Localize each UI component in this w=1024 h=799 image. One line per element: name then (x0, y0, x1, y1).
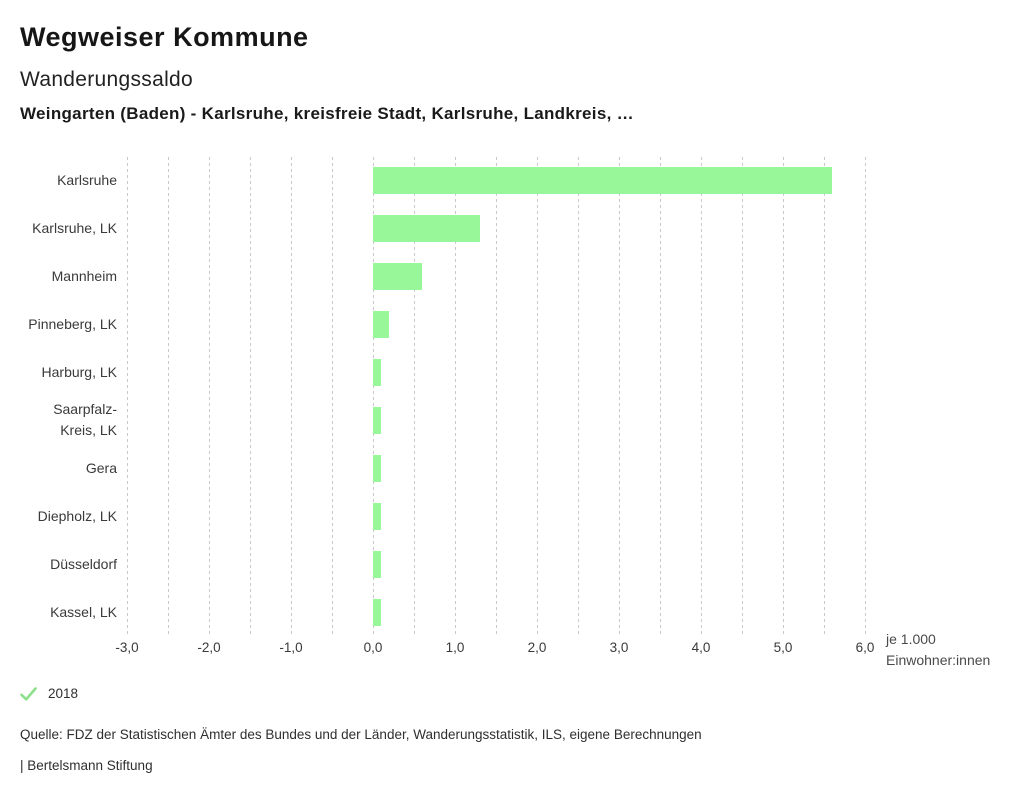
gridline (783, 157, 784, 634)
gridline (537, 157, 538, 634)
category-label: Mannheim (51, 267, 117, 284)
bar-chart: Karlsruhe Karlsruhe, LK Mannheim Pinneberg,… (0, 156, 1024, 676)
gridline (824, 157, 825, 634)
x-axis-tick-label: 2,0 (527, 640, 547, 655)
gridline (701, 157, 702, 634)
gridline (455, 157, 456, 634)
x-axis-tick-label: 1,0 (445, 640, 465, 655)
x-axis-tick-label: 5,0 (773, 640, 793, 655)
category-label: Karlsruhe (57, 171, 117, 188)
bar[interactable] (373, 598, 382, 626)
legend-year-toggle[interactable]: 2018 (20, 686, 78, 701)
gridline (250, 157, 251, 634)
category-label: Kassel, LK (50, 603, 117, 620)
checkmark-icon (20, 686, 37, 701)
gridline (660, 157, 661, 634)
bar[interactable] (373, 214, 480, 242)
branding-text: | Bertelsmann Stiftung (20, 758, 153, 773)
page-title: Wegweiser Kommune (20, 22, 309, 52)
gridline (168, 157, 169, 634)
gridline (373, 157, 374, 634)
comparison-subtitle: Weingarten (Baden) - Karlsruhe, kreisfre… (20, 104, 634, 123)
x-axis-tick-label: 6,0 (855, 640, 875, 655)
bar[interactable] (373, 310, 390, 338)
category-label: Düsseldorf (50, 555, 117, 572)
gridline (496, 157, 497, 634)
x-axis-unit-label: je 1.000 Einwohner:innen (886, 629, 990, 671)
gridline (742, 157, 743, 634)
x-axis-tick-label: -1,0 (279, 640, 303, 655)
category-label: Harburg, LK (41, 363, 117, 380)
gridline (619, 157, 620, 634)
bar[interactable] (373, 262, 423, 290)
plot-area: -3,0 -2,0 -1,0 0,0 1,0 2,0 3,0 4,0 5,0 6,0 (115, 156, 874, 655)
bar[interactable] (373, 550, 382, 578)
source-text: Quelle: FDZ der Statistischen Ämter des … (20, 727, 702, 742)
gridline (578, 157, 579, 634)
bar[interactable] (373, 358, 382, 386)
gridline (865, 157, 866, 634)
bar[interactable] (373, 166, 833, 194)
x-axis-tick-label: 4,0 (691, 640, 711, 655)
gridline (414, 157, 415, 634)
x-axis-tick-label: 3,0 (609, 640, 629, 655)
gridline (209, 157, 210, 634)
x-axis-tick-label: 0,0 (363, 640, 383, 655)
category-label: Pinneberg, LK (28, 315, 117, 332)
category-label: Saarpfalz-Kreis, LK (53, 401, 117, 438)
x-axis-tick-label: -3,0 (115, 640, 139, 655)
gridline (332, 157, 333, 634)
x-axis-unit-line2: Einwohner:innen (886, 652, 991, 668)
gridline (127, 157, 128, 634)
category-labels: Karlsruhe Karlsruhe, LK Mannheim Pinneberg,… (21, 156, 117, 636)
category-label: Karlsruhe, LK (32, 219, 117, 236)
x-axis-tick-label: -2,0 (197, 640, 221, 655)
x-axis-unit-line1: je 1.000 (886, 631, 936, 647)
chart-title: Wanderungssaldo (20, 68, 193, 91)
category-label: Diepholz, LK (37, 507, 117, 524)
category-label: Gera (85, 459, 117, 476)
bar[interactable] (373, 406, 382, 434)
bar[interactable] (373, 454, 382, 482)
legend-year-label: 2018 (48, 686, 79, 701)
bar[interactable] (373, 502, 382, 530)
gridline (291, 157, 292, 634)
